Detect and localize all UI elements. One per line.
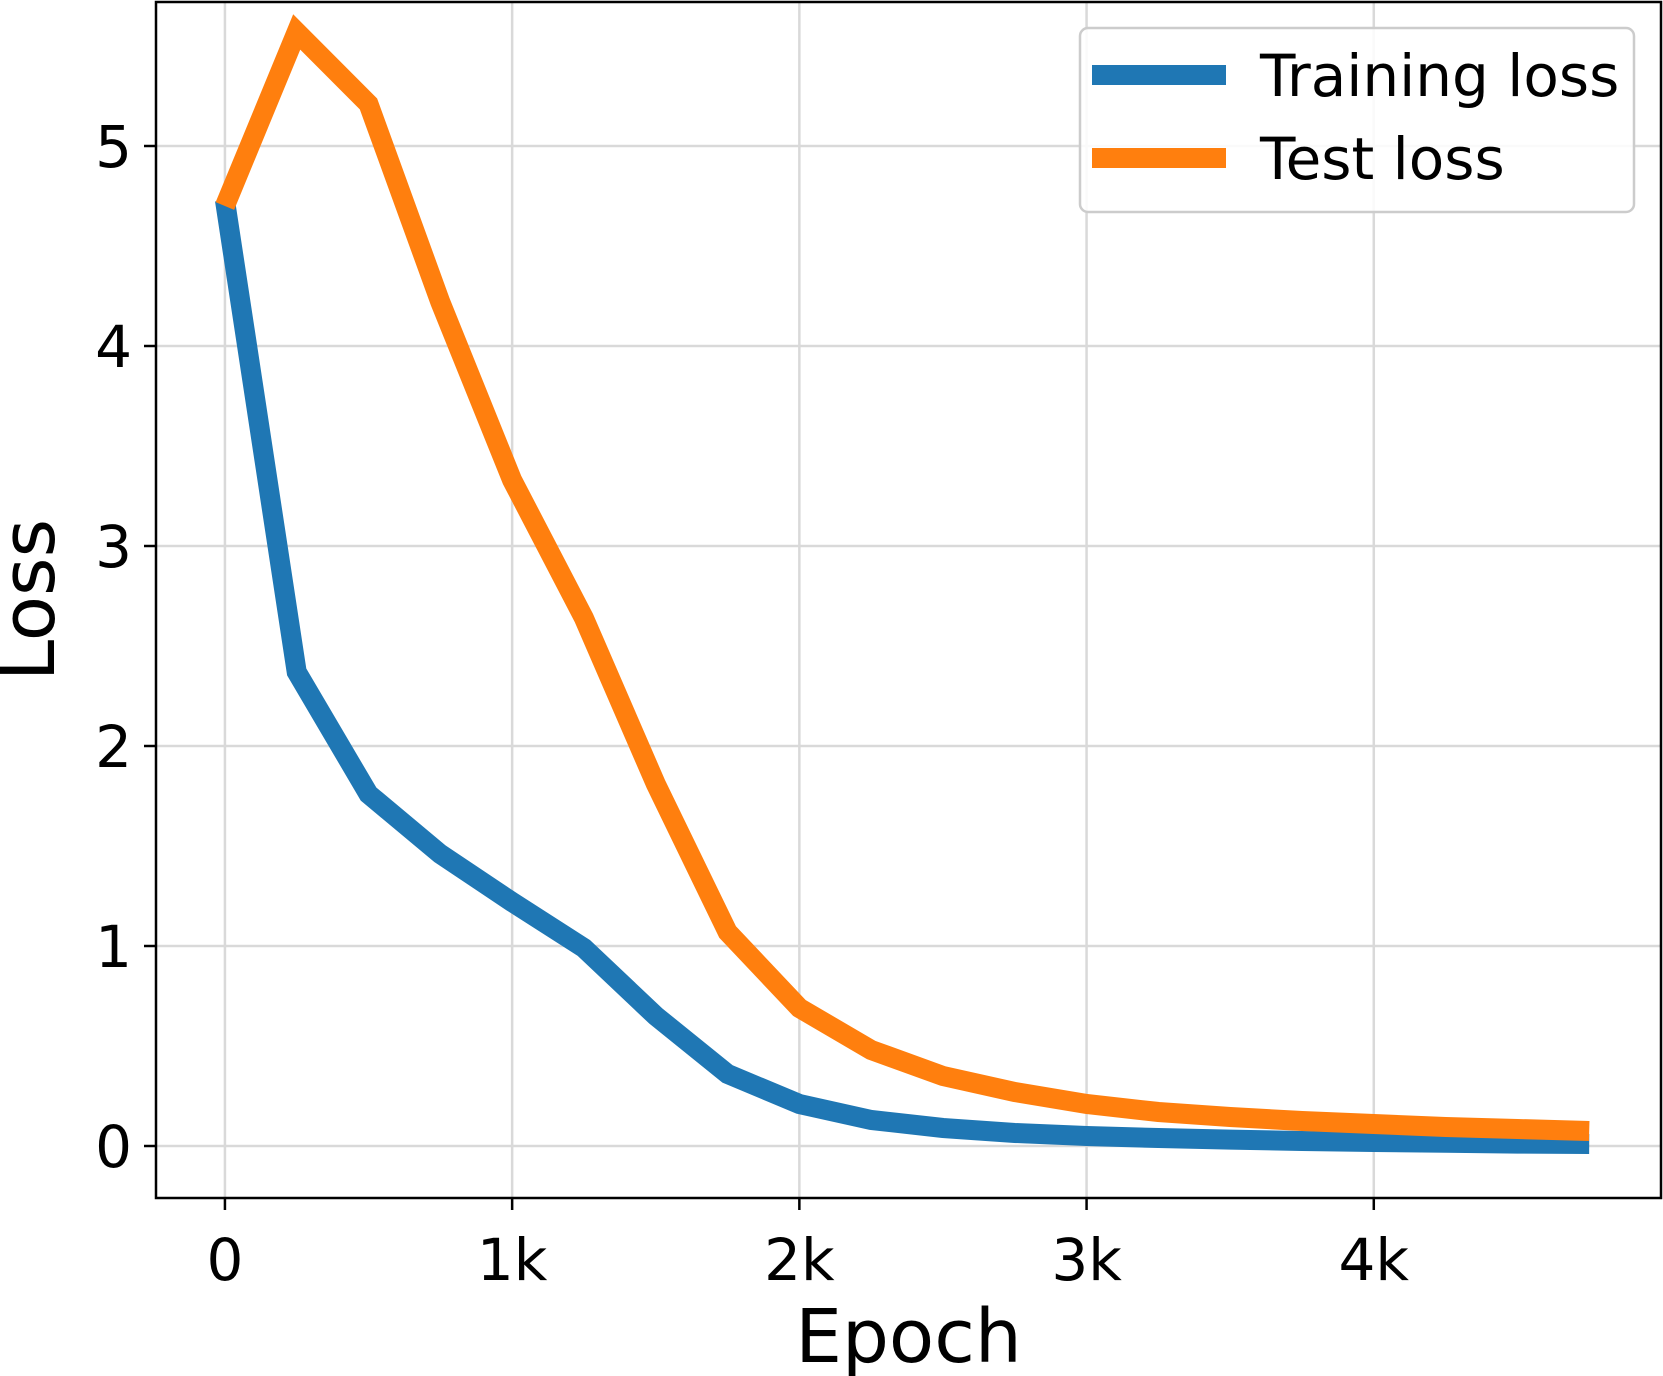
y-tick-label: 0 — [95, 1113, 132, 1181]
legend-label: Training loss — [1259, 42, 1619, 110]
series-lines — [215, 14, 1590, 1154]
legend: Training loss Test loss — [1078, 26, 1636, 214]
x-tick-label: 3k — [1051, 1226, 1122, 1294]
y-tick-label: 2 — [95, 713, 132, 781]
series-line-test-loss — [215, 14, 1590, 1141]
y-tick-label: 1 — [95, 913, 132, 981]
legend-label: Test loss — [1259, 125, 1505, 193]
plot-area-frame — [154, 0, 1663, 1200]
series-line-training-loss — [215, 198, 1590, 1154]
x-axis-title: Epoch — [795, 1294, 1022, 1376]
y-tick-label: 5 — [95, 113, 132, 181]
axis-ticks: 0 1k 2k 3k 4k 0 1 2 3 4 5 — [95, 113, 1409, 1294]
y-tick-label: 3 — [95, 513, 132, 581]
y-tick-label: 4 — [95, 313, 132, 381]
x-tick-label: 4k — [1339, 1226, 1410, 1294]
x-tick-label: 2k — [764, 1226, 835, 1294]
x-tick-label: 0 — [206, 1226, 243, 1294]
y-axis-title: Loss — [0, 519, 72, 681]
x-tick-label: 1k — [477, 1226, 548, 1294]
